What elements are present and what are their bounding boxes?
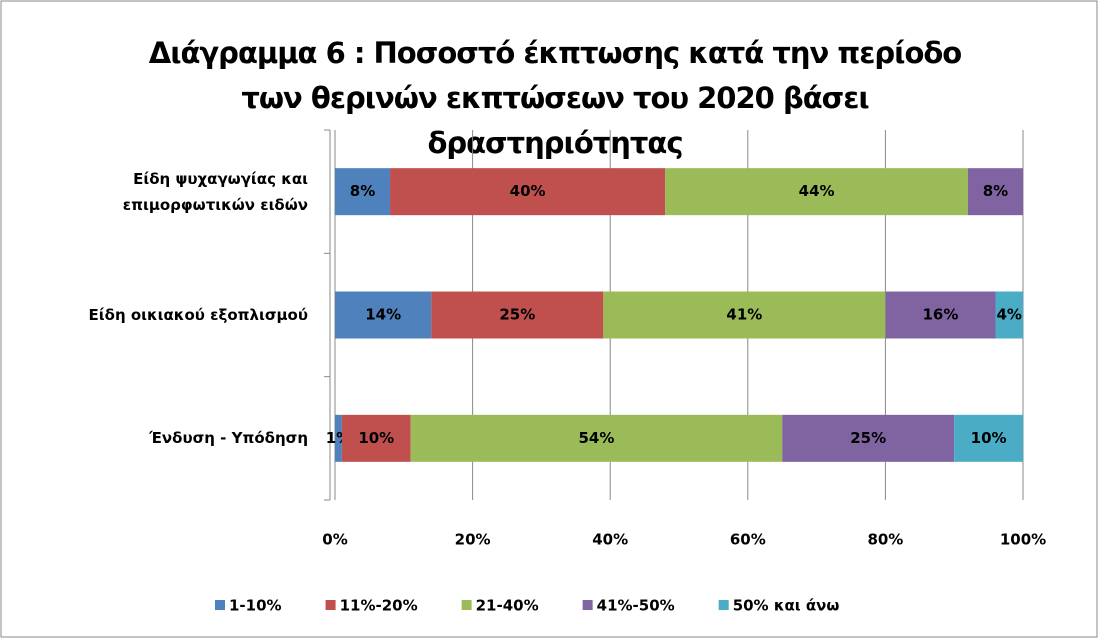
data-label: 25% — [850, 429, 886, 447]
data-label: 41% — [726, 306, 762, 324]
data-label: 4% — [997, 306, 1022, 324]
data-label: 14% — [365, 306, 401, 324]
x-tick-label: 80% — [867, 531, 903, 549]
legend-label: 11%-20% — [340, 597, 418, 615]
bar-segment — [967, 168, 1023, 216]
data-label: 40% — [510, 182, 546, 200]
legend-label: 41%-50% — [597, 597, 675, 615]
legend-label: 1-10% — [229, 597, 282, 615]
bar-segment — [885, 291, 996, 339]
data-label: 8% — [983, 182, 1008, 200]
x-tick-label: 0% — [322, 531, 347, 549]
x-tick-label: 100% — [1000, 531, 1046, 549]
x-tick-label: 60% — [730, 531, 766, 549]
bar-segment — [995, 291, 1023, 339]
bar-segment — [335, 168, 391, 216]
data-label: 44% — [799, 182, 835, 200]
bar-segment — [431, 291, 604, 339]
data-label: 54% — [578, 429, 614, 447]
chart-title: δραστηριότητας — [427, 126, 682, 160]
legend-swatch — [718, 600, 729, 610]
bar-segment — [335, 291, 432, 339]
bar-segment — [341, 414, 411, 462]
legend-swatch — [215, 600, 225, 610]
bar-segment — [954, 414, 1023, 462]
legend-label: 21-40% — [476, 597, 539, 615]
x-tick-label: 20% — [455, 531, 491, 549]
legend-label: 50% και άνω — [733, 597, 840, 615]
chart-title: των θερινών εκπτώσεων του 2020 βάσει — [241, 81, 869, 115]
legend-swatch — [325, 600, 336, 610]
data-label: 25% — [499, 306, 535, 324]
data-label: 8% — [350, 182, 375, 200]
bar-segment — [603, 291, 886, 339]
bar-segment — [782, 414, 955, 462]
data-label: 10% — [971, 429, 1007, 447]
x-tick-label: 40% — [592, 531, 628, 549]
data-label: 16% — [922, 306, 958, 324]
bar-segment — [335, 414, 342, 462]
bar-segment — [390, 168, 666, 216]
data-label: 10% — [358, 429, 394, 447]
y-tick-label: Είδη ψυχαγωγίας και επιμορφωτικών ειδών — [122, 169, 308, 214]
legend-swatch — [582, 600, 593, 610]
y-tick-label: Ένδυση - Υπόδηση — [149, 429, 308, 448]
bar-segment — [410, 414, 783, 462]
legend-swatch — [461, 600, 472, 610]
y-tick-label: Είδη οικιακού εξοπλισμού — [88, 306, 308, 324]
chart-title: Διάγραμμα 6 : Ποσοστό έκπτωσης κατά την … — [149, 36, 962, 70]
bar-segment — [665, 168, 968, 216]
